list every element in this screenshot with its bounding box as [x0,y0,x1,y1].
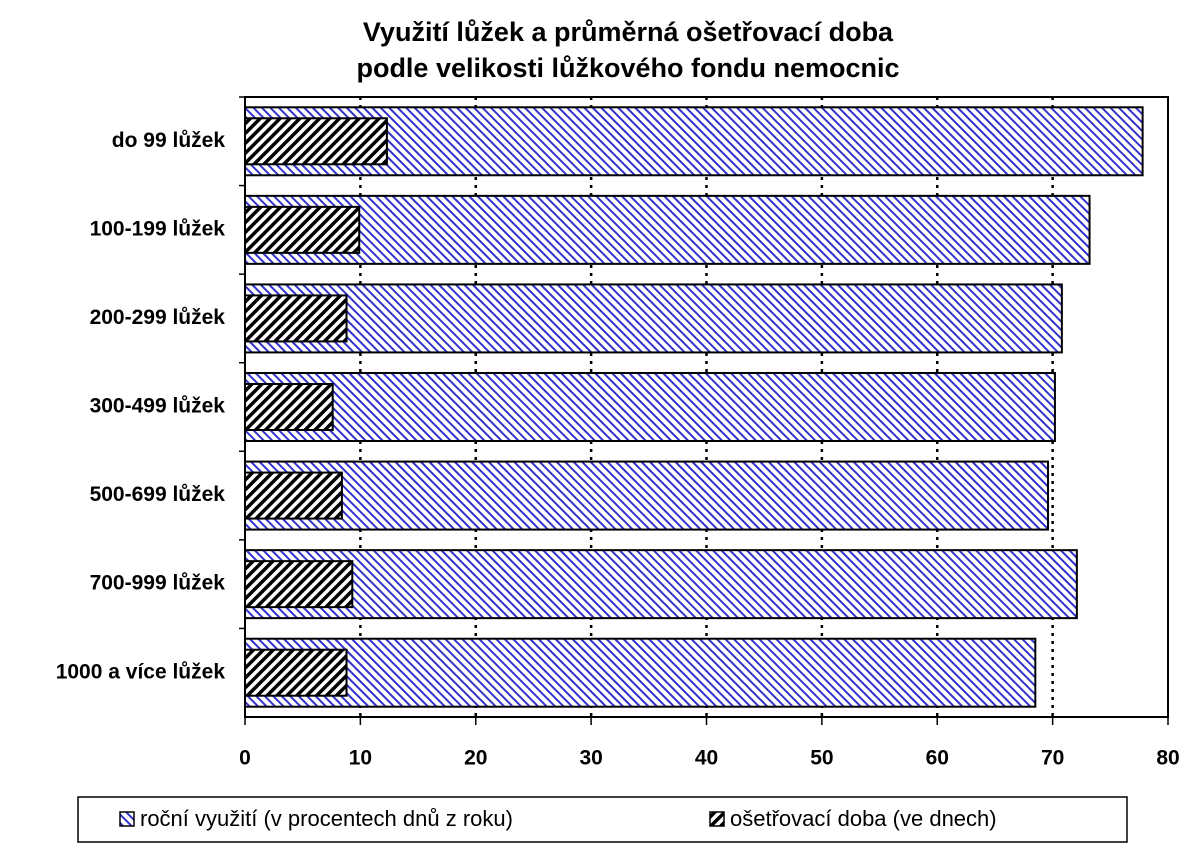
bar [244,637,1037,708]
bar [244,560,354,609]
x-tick-label: 10 [349,747,372,770]
y-tick-label: 500-699 lůžek [90,483,226,506]
bar [244,372,1056,442]
bar [244,294,348,343]
bar [244,383,334,431]
bar [244,471,343,520]
y-tick-label: do 99 lůžek [112,129,226,152]
x-tick-label: 20 [464,747,487,770]
x-tick-label: 50 [810,747,833,770]
bar [244,283,1063,354]
legend-swatch [119,811,135,827]
bar [244,205,361,254]
x-tick-label: 80 [1156,747,1179,770]
chart-title: podle velikosti lůžkového fondu nemocnic [356,53,899,83]
bar [244,106,1144,177]
legend-swatch [709,811,725,827]
y-tick-label: 700-999 lůžek [90,572,226,595]
legend-label: ošetřovací doba (ve dnech) [730,806,997,831]
y-tick-label: 100-199 lůžek [90,217,226,240]
x-tick-label: 30 [579,747,602,770]
bar [244,648,348,697]
y-tick-label: 1000 a více lůžek [56,660,226,683]
x-tick-label: 0 [239,747,251,770]
x-tick-label: 40 [695,747,718,770]
y-tick-label: 200-299 lůžek [90,306,226,329]
bar [244,117,388,166]
bar [244,460,1050,531]
plot-frame [244,96,1169,718]
x-tick-label: 70 [1041,747,1064,770]
bar [244,549,1078,620]
bar [244,194,1091,265]
legend-label: roční využití (v procentech dnů z roku) [140,806,513,831]
chart-title: Využití lůžek a průměrná ošetřovací doba [363,17,894,47]
x-tick-label: 60 [926,747,949,770]
y-tick-label: 300-499 lůžek [90,395,226,418]
legend-box [77,796,1128,843]
